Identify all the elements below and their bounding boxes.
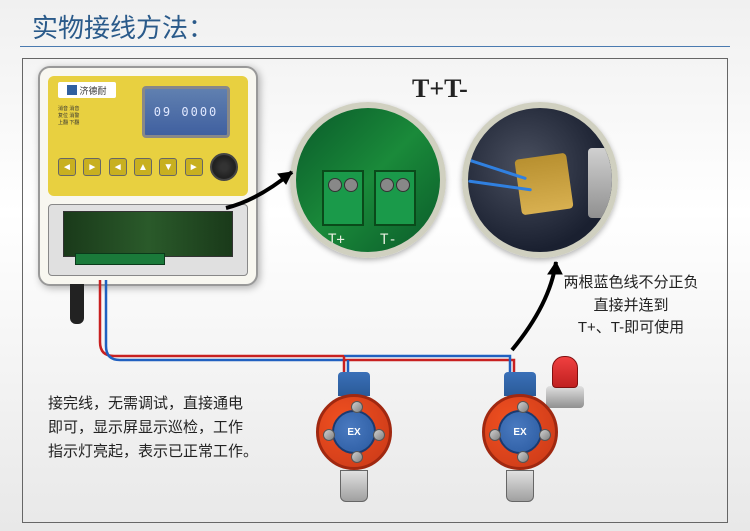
alarm-lamp <box>552 356 578 388</box>
panel-button: ► <box>185 158 203 176</box>
terminal-block-tplus <box>322 170 364 226</box>
panel-button: ◄ <box>58 158 76 176</box>
panel-button: ◄ <box>109 158 127 176</box>
panel-button: ▼ <box>159 158 177 176</box>
right-caption-line: T+、T-即可使用 <box>546 317 716 340</box>
tt-heading: T+T- <box>412 74 468 104</box>
arrow-panel-to-terminal <box>218 160 308 220</box>
detector-ex-plate: EX <box>498 410 542 454</box>
callout-bluewire-closeup <box>462 102 618 258</box>
gas-detector-right: EX <box>470 372 570 502</box>
alarm-base <box>546 386 584 408</box>
left-caption: 接完线，无需调试，直接通电 即可，显示屏显示巡检，工作 指示灯亮起，表示已正常工… <box>48 392 298 464</box>
panel-button: ► <box>83 158 101 176</box>
panel-label-block: 消音 消音复位 消警上翻 下翻 <box>58 106 110 127</box>
gold-connector <box>514 153 573 216</box>
button-row: ◄ ► ◄ ▲ ▼ ► <box>58 148 238 186</box>
left-caption-line: 指示灯亮起，表示已正常工作。 <box>48 440 298 464</box>
callout-terminal-closeup: T+ T- <box>290 102 446 258</box>
terminal-strip <box>75 253 165 265</box>
gas-detector-left: EX <box>304 372 404 502</box>
terminal-label-tplus: T+ <box>328 232 345 248</box>
pcb-strip <box>63 211 233 257</box>
left-caption-line: 接完线，无需调试，直接通电 <box>48 392 298 416</box>
wire-red <box>100 280 344 356</box>
right-caption-line: 两根蓝色线不分正负 <box>546 272 716 295</box>
page-title: 实物接线方法： <box>32 8 214 45</box>
lcd-screen: 09 0000 <box>142 86 230 138</box>
detector-ex-plate: EX <box>332 410 376 454</box>
brand-badge: 济德耐 <box>58 82 116 98</box>
left-caption-line: 即可，显示屏显示巡检，工作 <box>48 416 298 440</box>
right-caption: 两根蓝色线不分正负 直接并连到 T+、T-即可使用 <box>546 272 716 340</box>
wire-blue <box>106 280 344 360</box>
terminal-label-tminus: T- <box>380 232 397 248</box>
power-cable <box>70 284 84 324</box>
title-underline <box>20 46 730 47</box>
panel-button: ▲ <box>134 158 152 176</box>
right-caption-line: 直接并连到 <box>546 295 716 318</box>
terminal-block-tminus <box>374 170 416 226</box>
lcd-digits: 09 0000 <box>154 105 219 119</box>
brand-logo <box>67 85 77 95</box>
brand-text: 济德耐 <box>79 84 106 97</box>
